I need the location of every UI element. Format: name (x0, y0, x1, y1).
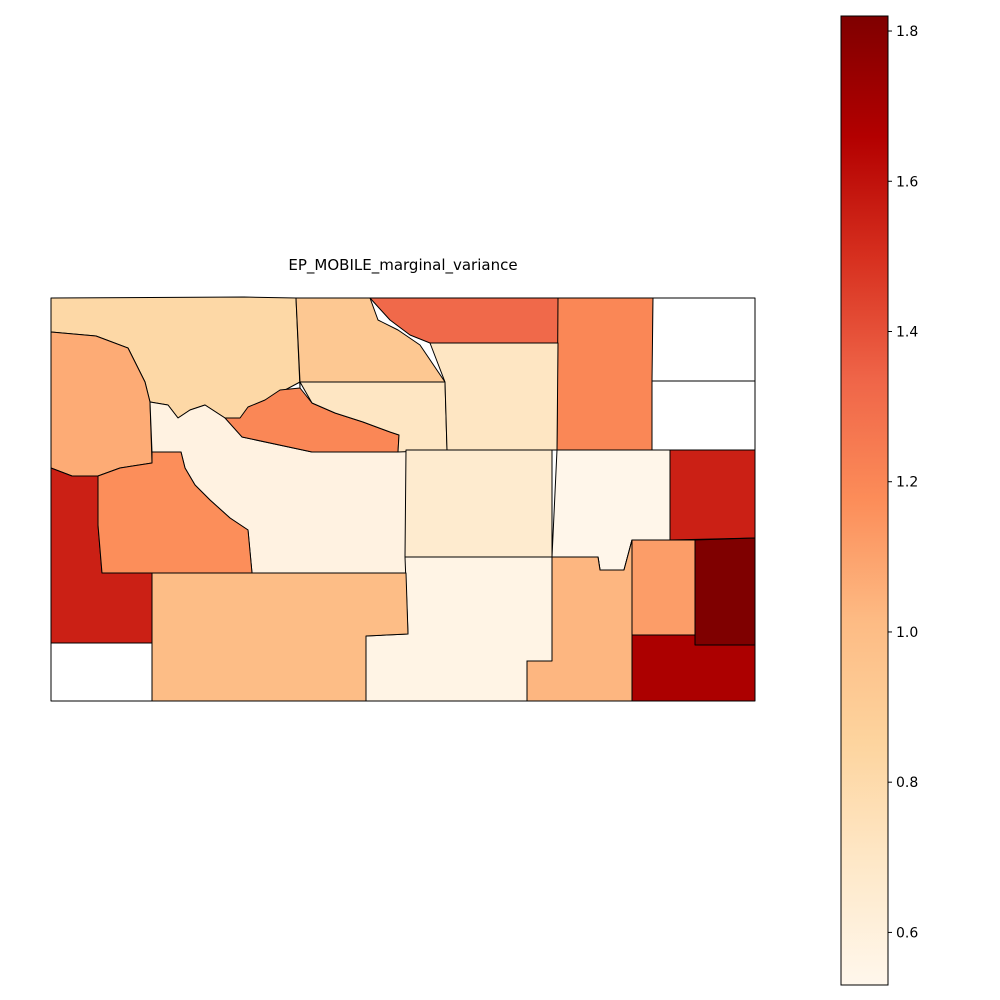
colorbar-gradient (840, 15, 889, 986)
county-region (97, 451, 253, 574)
map-area (50, 296, 756, 702)
colorbar-tick-label: 1.2 (896, 475, 918, 491)
county-region (526, 539, 633, 702)
county-region (669, 449, 756, 541)
colorbar-ticks: 0.6 0.8 1.0 1.2 1.4 1.6 1.8 (888, 24, 918, 941)
county-region (404, 449, 553, 558)
colorbar-tick-label: 0.8 (896, 775, 918, 791)
county-region (151, 572, 409, 702)
county-region (694, 537, 756, 646)
colorbar-tick-label: 1.0 (896, 625, 918, 641)
county-nodata (651, 297, 756, 382)
county-nodata (50, 642, 153, 702)
colorbar-tick-label: 0.6 (896, 925, 918, 941)
county-region (556, 297, 654, 451)
county-region (429, 342, 559, 451)
colorbar-tick-label: 1.4 (896, 324, 918, 340)
colorbar-tick-label: 1.8 (896, 24, 918, 40)
county-nodata (651, 380, 756, 451)
county-region (631, 539, 696, 636)
county-region (631, 634, 756, 702)
map-title: EP_MOBILE_marginal_variance (288, 256, 517, 275)
colorbar: 0.6 0.8 1.0 1.2 1.4 1.6 1.8 (840, 15, 918, 986)
colorbar-tick-label: 1.6 (896, 174, 918, 190)
